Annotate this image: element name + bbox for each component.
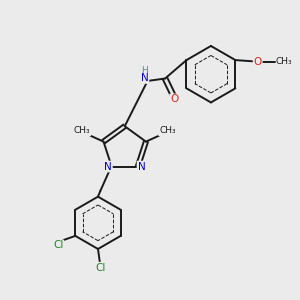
Text: H: H <box>141 66 148 75</box>
Text: O: O <box>170 94 178 104</box>
Text: CH₃: CH₃ <box>159 126 175 135</box>
Text: Cl: Cl <box>95 263 106 273</box>
Text: CH₃: CH₃ <box>276 57 292 66</box>
Text: N: N <box>104 161 112 172</box>
Text: N: N <box>141 73 148 83</box>
Text: Cl: Cl <box>53 240 63 250</box>
Text: O: O <box>254 57 262 67</box>
Text: N: N <box>137 161 145 172</box>
Text: CH₃: CH₃ <box>74 126 90 135</box>
